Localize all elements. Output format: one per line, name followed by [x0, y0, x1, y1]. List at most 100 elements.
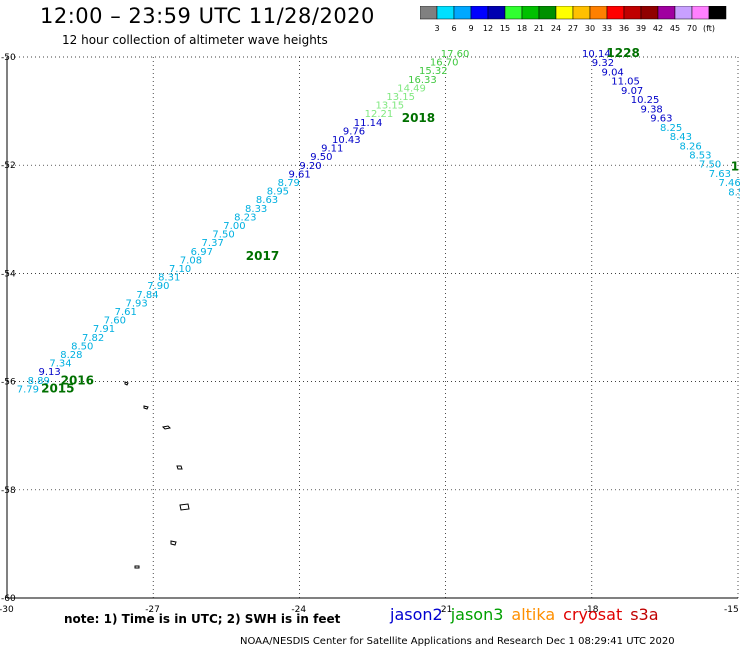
- wave-height-value: 7.61: [115, 307, 137, 318]
- scale-tick-label: 70: [687, 24, 697, 33]
- lon-tick-label: -18: [584, 605, 599, 615]
- pass-time-label: 2016: [61, 373, 94, 387]
- satellite-legend-item: altika: [511, 605, 556, 624]
- scale-tick-label: 39: [636, 24, 646, 33]
- pass-time-label: 2018: [402, 111, 435, 125]
- island-outline: [134, 565, 140, 569]
- wave-height-value: 8.28: [60, 350, 82, 361]
- wave-height-value: 12.21: [365, 109, 394, 120]
- lon-tick-label: -21: [438, 605, 453, 615]
- wave-height-value: 7.46: [719, 178, 740, 189]
- wave-height-value: 8.23: [234, 212, 256, 223]
- island-outlines: [124, 381, 190, 569]
- wave-height-value: 13.15: [375, 101, 404, 112]
- footer-note: note: 1) Time is in UTC; 2) SWH is in fe…: [64, 612, 341, 626]
- scale-tick-label: (ft): [703, 24, 715, 33]
- wave-height-value: 8.25: [660, 123, 682, 134]
- island-outline: [143, 405, 149, 410]
- lon-tick-label: -15: [724, 605, 739, 615]
- wave-height-value: 15.32: [419, 66, 448, 77]
- satellite-legend-item: jason3: [450, 605, 504, 624]
- wave-height-value: 8.95: [267, 187, 289, 198]
- satellite-legend: jason2 jason3 altika cryosat s3a: [390, 605, 667, 624]
- wave-height-value: 7.10: [169, 264, 191, 275]
- scale-swatch: [708, 6, 727, 20]
- wave-height-value: 9.11: [321, 144, 343, 155]
- wave-height-value: 7.79: [17, 384, 39, 395]
- wave-height-value: 7.93: [125, 298, 147, 309]
- scale-tick-label: 18: [517, 24, 527, 33]
- scale-tick-label: 12: [483, 24, 493, 33]
- pass-time-label: 1228: [606, 46, 639, 60]
- wave-height-value: 8.50: [71, 341, 93, 352]
- lon-tick-label: -24: [291, 605, 306, 615]
- wave-height-value: 9.32: [592, 58, 614, 69]
- wave-height-value: 11.05: [611, 77, 640, 88]
- scale-tick-label: 30: [585, 24, 595, 33]
- wave-height-value: 6.97: [191, 247, 213, 258]
- wave-height-value: 7.90: [147, 281, 169, 292]
- wave-height-color-scale: 3 6 9 12 15 18 21 24 27 30 33 36 39 42 45 70 (ft): [420, 6, 727, 33]
- island-outline: [170, 540, 177, 546]
- wave-height-value: 8.89: [28, 376, 50, 387]
- wave-height-value: 9.63: [650, 114, 672, 125]
- pass-time-label: 12: [731, 160, 740, 174]
- lat-tick-label: -50: [1, 53, 16, 63]
- wave-height-value: 9.76: [343, 126, 365, 137]
- lat-lon-grid: -50 -52 -54 -56 -58 -60-30 -27 -24 -21 -18 -15: [0, 53, 739, 615]
- scale-tick-label: 9: [468, 24, 473, 33]
- scale-tick-label: 27: [568, 24, 578, 33]
- pass-time-label: 2015: [41, 381, 74, 395]
- scale-tick-label: 36: [619, 24, 629, 33]
- lon-tick-label: -30: [0, 605, 14, 615]
- scale-tick-label: 42: [653, 24, 663, 33]
- scale-tick-label: 33: [602, 24, 612, 33]
- wave-height-value: 8.63: [256, 195, 278, 206]
- scale-tick-label: 24: [551, 24, 561, 33]
- scale-tick-label: 45: [670, 24, 680, 33]
- wave-height-value: 8.53: [689, 151, 711, 162]
- wave-height-value: 7.60: [104, 316, 126, 327]
- lat-tick-label: -52: [1, 161, 16, 171]
- island-outline: [179, 503, 190, 511]
- wave-height-value: 16.33: [408, 75, 437, 86]
- map-subtitle: 12 hour collection of altimeter wave hei…: [62, 33, 328, 47]
- map-title: 12:00 – 23:59 UTC 11/28/2020: [40, 4, 375, 28]
- wave-height-value: 7.00: [223, 221, 245, 232]
- wave-height-value: 7.34: [49, 359, 71, 370]
- scale-tick-label: 21: [534, 24, 544, 33]
- lat-tick-label: -56: [1, 378, 16, 388]
- wave-height-value: 10.25: [631, 95, 660, 106]
- satellite-legend-item: cryosat: [563, 605, 623, 624]
- wave-height-value: 9.20: [299, 161, 321, 172]
- wave-height-value: 9.07: [621, 86, 643, 97]
- satellite-legend-item: s3a: [630, 605, 659, 624]
- pass-time-label: 2017: [246, 249, 279, 263]
- wave-height-value: 13.15: [386, 92, 415, 103]
- scale-tick-label: 3: [434, 24, 439, 33]
- wave-height-value: 11.14: [354, 118, 383, 129]
- wave-height-value: 7.50: [699, 160, 721, 171]
- lon-tick-label: -27: [145, 605, 160, 615]
- wave-height-value: 7.63: [709, 169, 731, 180]
- wave-height-value: 8.26: [680, 141, 702, 152]
- wave-height-value: 9.38: [641, 104, 663, 115]
- credit-line: NOAA/NESDIS Center for Satellite Applica…: [240, 636, 675, 647]
- island-outline: [161, 425, 172, 430]
- wave-height-value: 7.82: [82, 333, 104, 344]
- lat-tick-label: -60: [1, 594, 16, 604]
- satellite-legend-item: jason2: [390, 605, 443, 624]
- wave-height-value: 7.50: [212, 230, 234, 241]
- wave-height-value: 10.43: [332, 135, 361, 146]
- wave-height-value: 8.43: [670, 132, 692, 143]
- wave-height-value: 14.49: [397, 83, 426, 94]
- wave-height-value: 10.14: [582, 49, 611, 60]
- lat-tick-label: -54: [1, 269, 16, 279]
- wave-height-value: 9.04: [602, 67, 624, 78]
- wave-height-value: 16.70: [430, 58, 459, 69]
- island-outline: [176, 465, 183, 470]
- wave-height-value: 8.33: [245, 204, 267, 215]
- wave-height-value: 9.61: [289, 169, 311, 180]
